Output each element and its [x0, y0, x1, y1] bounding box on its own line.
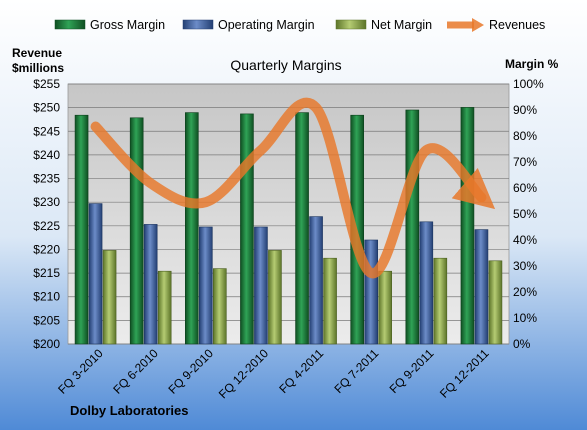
left-tick-label: $220 [33, 242, 60, 256]
left-tick-label: $250 [33, 101, 60, 115]
revenues-point [150, 182, 152, 184]
bar-gross-margin [405, 109, 420, 345]
bar-gross-margin [295, 112, 309, 345]
left-axis-title-line2: $millions [12, 61, 64, 75]
right-tick-label: 100% [513, 77, 544, 91]
legend-label-net-margin: Net Margin [371, 18, 432, 32]
left-tick-label: $245 [33, 124, 60, 138]
bar-net-margin [157, 270, 172, 345]
bar-operating-margin [143, 224, 158, 345]
bar-operating-margin [88, 203, 103, 345]
bar-operating-margin [419, 221, 434, 345]
left-tick-label: $210 [33, 290, 60, 304]
revenues-point [480, 196, 482, 198]
bar-net-margin [433, 257, 448, 345]
revenue-line [90, 97, 496, 279]
left-tick-label: $200 [33, 337, 60, 351]
legend-swatch-revenues-arrow [472, 18, 484, 32]
chart-title: Quarterly Margins [230, 57, 341, 73]
left-tick-label: $230 [33, 195, 60, 209]
bar-gross-margin [185, 112, 199, 345]
bar-operating-margin [199, 226, 213, 345]
legend-label-gross-margin: Gross Margin [90, 18, 165, 32]
legend: Gross Margin Operating Margin Net Margin… [54, 18, 545, 32]
right-axis-ticks: 0% 10% 20% 30% 40% 50% 60% 70% 80% 90% 100% [513, 77, 544, 351]
bar-net-margin [378, 270, 392, 345]
bar-gross-margin [240, 113, 254, 345]
legend-label-operating-margin: Operating Margin [218, 18, 315, 32]
revenues-point [315, 107, 317, 109]
left-tick-label: $240 [33, 148, 60, 162]
bar-operating-margin [474, 229, 489, 345]
right-tick-label: 90% [513, 103, 537, 117]
right-tick-label: 30% [513, 259, 537, 273]
bar-operating-margin [309, 216, 323, 345]
revenues-point [260, 149, 262, 151]
bar-gross-margin [129, 117, 144, 345]
bar-net-margin [102, 250, 117, 345]
bar-operating-margin [364, 239, 378, 345]
right-tick-label: 70% [513, 155, 537, 169]
bar-gross-margin [460, 107, 475, 345]
legend-swatch-gross-margin [54, 19, 86, 30]
right-tick-label: 60% [513, 181, 537, 195]
revenues-point [370, 272, 372, 274]
revenues-point [205, 201, 207, 203]
bar-net-margin [268, 250, 282, 345]
bar-net-margin [488, 260, 503, 345]
right-tick-label: 40% [513, 233, 537, 247]
left-tick-label: $215 [33, 266, 60, 280]
right-tick-label: 80% [513, 129, 537, 143]
bar-operating-margin [254, 226, 268, 345]
legend-swatch-net-margin [335, 19, 367, 30]
revenues-point [95, 126, 97, 128]
right-tick-label: 20% [513, 285, 537, 299]
legend-label-revenues: Revenues [489, 18, 545, 32]
right-tick-label: 50% [513, 207, 537, 221]
left-tick-label: $205 [33, 313, 60, 327]
left-tick-label: $225 [33, 219, 60, 233]
legend-swatch-operating-margin [182, 19, 214, 30]
revenues-series-line [90, 97, 496, 279]
left-tick-label: $235 [33, 172, 60, 186]
right-axis-title: Margin % [505, 57, 559, 71]
revenues-point [425, 149, 427, 151]
bar-net-margin [323, 257, 337, 345]
left-axis-ticks: $200 $205 $210 $215 $220 $225 $230 $235 $240 $245… [33, 77, 60, 351]
right-tick-label: 10% [513, 311, 537, 325]
company-name: Dolby Laboratories [70, 403, 188, 418]
bar-net-margin [213, 268, 227, 345]
bar-gross-margin [74, 114, 89, 345]
right-tick-label: 0% [513, 337, 531, 351]
left-axis-title-line1: Revenue [12, 46, 62, 60]
left-tick-label: $255 [33, 77, 60, 91]
